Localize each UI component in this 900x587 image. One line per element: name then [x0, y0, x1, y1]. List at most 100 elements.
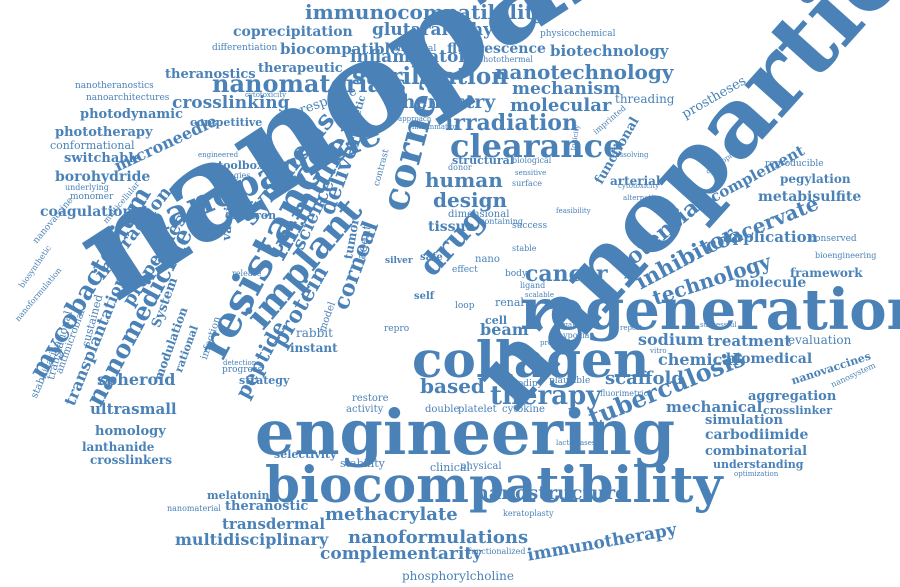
cloud-word: mechanical [666, 398, 763, 416]
cloud-word: renal [495, 296, 524, 309]
cloud-word: scaffold [605, 368, 684, 389]
cloud-word: melatonin [207, 489, 270, 502]
cloud-word: chemistry [390, 91, 496, 113]
cloud-word: double [425, 404, 460, 415]
cloud-word: selectivity [274, 448, 337, 461]
cloud-word: metabisulfite [758, 189, 862, 205]
cloud-word: inflammatory [350, 47, 478, 67]
cloud-word: strategies [210, 171, 251, 180]
cloud-word: crosslinking [172, 93, 290, 113]
cloud-word: molecule [735, 275, 807, 291]
cloud-word: optimization [734, 470, 779, 478]
cloud-word: molecular [510, 95, 612, 116]
cloud-word: scalable [525, 291, 554, 299]
cloud-word: nanomaterials [212, 69, 406, 98]
cloud-word: instant [290, 341, 338, 355]
cloud-word: beam [480, 320, 529, 339]
cloud-word: transdermal [222, 515, 326, 533]
cloud-word: understanding [713, 458, 804, 471]
cloud-word: model [317, 300, 339, 334]
cloud-word: success [512, 221, 548, 231]
cloud-word: evaluation [788, 333, 852, 347]
cloud-word: photothermal [478, 55, 533, 64]
cloud-word: cytokine [502, 404, 545, 415]
cloud-word: nanotheranostics [75, 81, 154, 91]
cloud-word: functionalized [468, 547, 526, 556]
cloud-word: sensitive [515, 169, 547, 177]
cloud-word: body [505, 269, 528, 279]
cloud-word: homology [95, 424, 166, 439]
cloud-word: engineered [198, 151, 239, 159]
cloud-word: stable [512, 244, 537, 253]
cloud-word: chemical [658, 350, 739, 369]
cloud-word: physicochemical [540, 29, 616, 39]
cloud-word: irradiation [445, 110, 578, 136]
cloud-word: clinical [430, 461, 471, 474]
cloud-word: ultrasmall [90, 400, 177, 418]
cloud-word: complementarity [320, 544, 483, 564]
cloud-word: detection [223, 359, 257, 367]
cloud-word: effect [452, 265, 478, 275]
cloud-word: methacrylate [325, 504, 458, 525]
cloud-word: crosslinkers [90, 453, 173, 467]
cloud-word: borohydride [55, 169, 151, 185]
cloud-word: report [620, 324, 643, 332]
cloud-word: self [414, 291, 435, 302]
cloud-word: aggregation [748, 389, 837, 404]
cloud-word: threading [615, 92, 675, 106]
cloud-word: vitro [650, 347, 667, 355]
cloud-word: donor [448, 163, 472, 172]
cloud-word: tissue [428, 219, 475, 235]
cloud-word: arterial [610, 174, 661, 188]
cloud-word: release [232, 269, 262, 278]
cloud-word: underlying [65, 183, 109, 192]
cloud-word: biotechnology [550, 42, 669, 60]
cloud-word: biological [512, 156, 552, 165]
cloud-word: bodipy [512, 379, 543, 389]
cloud-word: material [398, 44, 437, 54]
cloud-word: immunocompatibility [305, 0, 546, 24]
cloud-word: nanostructure [475, 482, 628, 504]
cloud-word: theranostic [225, 499, 309, 514]
cloud-word: reproducible [765, 159, 824, 169]
cloud-word: surface [512, 179, 543, 188]
cloud-word: containing [480, 217, 523, 226]
cloud-word: strategy [239, 374, 290, 387]
cloud-word: organic [556, 321, 583, 329]
cloud-word: approach [398, 115, 432, 123]
cloud-word: spheroid [97, 370, 176, 389]
cloud-word: rabbit [296, 326, 333, 340]
cloud-word: conformational [50, 139, 135, 152]
cloud-word: plausible [549, 376, 591, 386]
cloud-word: fluorescence [447, 41, 546, 57]
cloud-word: clearance [450, 127, 624, 165]
cloud-word: glutaraldehyde [372, 20, 516, 40]
cloud-word: cytotoxicity [618, 182, 660, 190]
cloud-word: therapeutic [258, 61, 343, 76]
cloud-word: nanotechnology [495, 60, 674, 84]
cloud-word: dissolving [613, 151, 649, 159]
cloud-word: ligand [520, 281, 546, 290]
cloud-word: combinatorial [705, 444, 808, 459]
cloud-word: nanoarchitectures [86, 93, 170, 103]
cloud-word: safe [420, 252, 443, 263]
cloud-word: stability [340, 457, 385, 470]
cloud-word: progress [222, 365, 263, 375]
cloud-word: nanoformulations [348, 527, 529, 548]
cloud-word: fluorimetric [600, 389, 649, 398]
cloud-word: sodium [638, 330, 704, 349]
cloud-word: engineering [255, 396, 676, 469]
cloud-word: conserved [810, 234, 857, 244]
cloud-word: cytotoxicity [245, 91, 287, 99]
cloud-word: profile [540, 339, 564, 347]
cloud-word: sterilization [352, 63, 508, 90]
cloud-word: monomer [70, 192, 114, 202]
cloud-word: restore [352, 393, 389, 404]
cloud-word: phototherapy [55, 125, 153, 140]
cloud-word: keratoplasty [503, 509, 554, 518]
cloud-word: simulation [705, 413, 783, 428]
cloud-word: based [420, 374, 485, 398]
cloud-word: coprecipitation [233, 24, 353, 40]
cloud-word: nano [475, 254, 500, 265]
cloud-word: therapy [490, 381, 602, 411]
